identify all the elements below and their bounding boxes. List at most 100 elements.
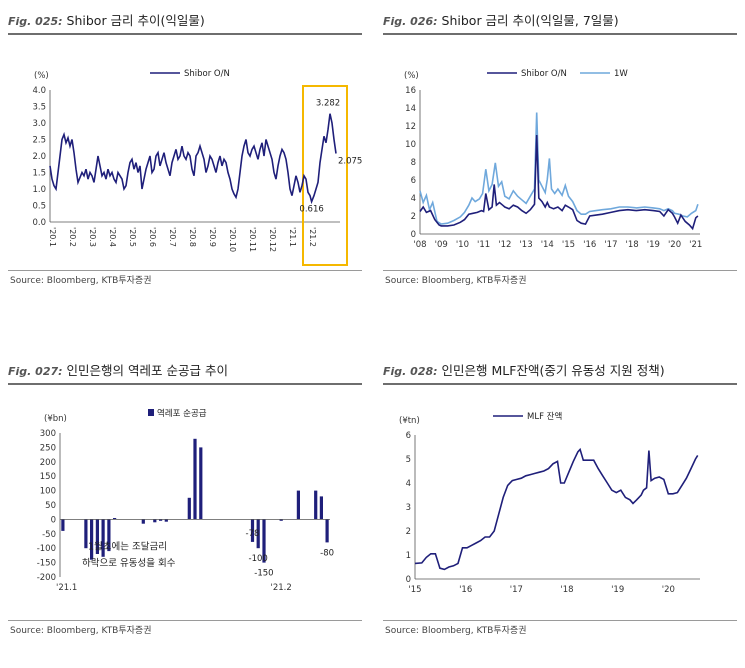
legend-label: MLF 잔액: [527, 411, 562, 422]
source-text: Source: Bloomberg, KTB투자증권: [385, 626, 527, 636]
panel-title: Fig. 025: Shibor 금리 추이(익일물): [8, 10, 205, 29]
bar: [159, 519, 163, 521]
source-rule: [8, 270, 362, 271]
y-tick-label: 12: [405, 122, 416, 132]
y-tick-label: 2: [411, 212, 416, 222]
title-text: 인민은행 MLF잔액(중기 유동성 지원 정책): [441, 363, 665, 378]
y-tick-label: -200: [37, 573, 56, 583]
y-tick-label: 4: [411, 194, 416, 204]
y-tick-label: 0: [406, 575, 411, 585]
bar: [107, 519, 111, 552]
legend-label-1w: 1W: [614, 69, 628, 79]
bar: [314, 490, 318, 520]
y-tick-label: 5: [406, 455, 411, 465]
x-tick-label: '12: [498, 240, 511, 250]
x-tick-label: '20: [662, 585, 675, 595]
shibor-on-1w-chart: (%) 0 2 4 6 8 10 12 14 16 '08 '09 '10 '11 '12 '13 '14 '15…: [404, 69, 702, 250]
data-label: -80: [320, 548, 334, 558]
bar: [61, 519, 65, 531]
source-text: Source: Bloomberg, KTB투자증권: [10, 626, 152, 636]
y-tick-label: 250: [40, 443, 56, 453]
mlf-balance-chart: (¥tn) 0 1 2 3 4 5 6 '15 '16 '17 '18 '19 '20 MLF 잔액: [399, 411, 700, 595]
bar: [199, 447, 203, 520]
data-label: -100: [249, 554, 268, 564]
x-tick-label: '20.11: [248, 227, 257, 252]
data-label: -78: [246, 529, 260, 539]
title-text: 인민은행의 역레포 순공급 추이: [66, 363, 228, 378]
y-unit-label: (¥bn): [44, 414, 67, 424]
y-tick-label: 6: [411, 176, 416, 186]
x-tick-label: '08: [413, 240, 426, 250]
y-unit-label: (¥tn): [399, 416, 420, 426]
bar: [113, 518, 117, 520]
title-text: Shibor 금리 추이(익일물): [66, 13, 205, 28]
x-tick-label: '11: [477, 240, 490, 250]
bar: [84, 519, 88, 549]
y-tick-label: 0.5: [32, 202, 46, 212]
x-tick-label: '17: [510, 585, 523, 595]
y-tick-label: -150: [37, 559, 56, 569]
x-tick-label: '20.8: [188, 227, 197, 247]
bar: [101, 519, 105, 557]
x-tick-label: '19: [611, 585, 624, 595]
x-tick-label: '15: [562, 240, 575, 250]
fig-number: Fig. 026:: [383, 15, 438, 28]
note-line-1: 1월초에는 조달금리: [88, 541, 167, 553]
y-tick-label: 0: [411, 230, 416, 240]
shibor-on-chart: (%) 0.0 0.5 1.0 1.5 2.0 2.5 3.0 3.5 4.0 '20.1 '20.2…: [32, 69, 362, 266]
source-text: Source: Bloomberg, KTB투자증권: [10, 276, 152, 286]
x-tick-label: '20.1: [48, 227, 57, 247]
y-tick-label: 200: [40, 458, 56, 468]
title-rule: [383, 33, 737, 35]
title-text: Shibor 금리 추이(익일물, 7일물): [441, 13, 619, 28]
y-tick-label: 3: [406, 503, 411, 513]
x-tick-label: '20: [668, 240, 681, 250]
y-tick-label: 2.5: [32, 136, 46, 146]
x-tick-label: '18: [560, 585, 573, 595]
y-tick-label: 14: [405, 104, 416, 114]
panel-title: Fig. 028: 인민은행 MLF잔액(중기 유동성 지원 정책): [383, 360, 665, 379]
x-tick-label: '20.2: [68, 227, 77, 247]
x-tick-label: '10: [456, 240, 469, 250]
bar: [153, 519, 157, 523]
x-tick-label: '20.10: [228, 227, 237, 252]
fig-number: Fig. 027:: [8, 365, 63, 378]
x-tick-label: '17: [604, 240, 617, 250]
highlight-box: [302, 85, 348, 266]
bar: [164, 519, 168, 522]
y-tick-label: 2: [406, 527, 411, 537]
legend-label: 역레포 순공급: [157, 408, 207, 419]
x-tick-label: '18: [626, 240, 639, 250]
bar: [250, 519, 255, 542]
y-tick-label: 8: [411, 158, 416, 168]
x-tick-label: '20.3: [88, 227, 97, 247]
x-tick-label: '20.4: [108, 227, 117, 247]
bar: [187, 497, 191, 520]
y-tick-label: 2.0: [32, 152, 46, 162]
x-tick-label: '16: [583, 240, 596, 250]
y-tick-label: 10: [405, 140, 416, 150]
data-label: -150: [254, 569, 273, 579]
series-shibor-on: [49, 113, 337, 205]
x-tick-label: '14: [541, 240, 554, 250]
legend-label-on: Shibor O/N: [521, 69, 567, 79]
y-tick-label: -100: [37, 544, 56, 554]
fig-number: Fig. 025:: [8, 15, 63, 28]
bar: [319, 496, 323, 520]
x-tick-label: '21.2: [271, 583, 292, 593]
bar: [90, 519, 94, 560]
x-tick-label: '20.9: [208, 227, 217, 247]
x-tick-label: '21: [689, 240, 702, 250]
legend-swatch: [148, 409, 154, 416]
y-tick-label: 4: [406, 479, 411, 489]
y-unit-label: (%): [404, 71, 419, 81]
note-line-2: 하락으로 유동성을 회수: [82, 557, 176, 569]
reverse-repo-chart: (¥bn) -200 -150 -100 -50 0 50 100 150 200 250 300 '2…: [37, 408, 334, 593]
x-tick-label: '21.2: [308, 227, 317, 247]
x-tick-label: '09: [435, 240, 448, 250]
panel-fig028: Fig. 028: 인민은행 MLF잔액(중기 유동성 지원 정책) (¥tn) 0…: [375, 350, 737, 668]
y-tick-label: 50: [45, 501, 56, 511]
title-rule: [8, 33, 362, 35]
x-tick-label: '19: [647, 240, 660, 250]
y-tick-label: 3.0: [32, 119, 46, 129]
